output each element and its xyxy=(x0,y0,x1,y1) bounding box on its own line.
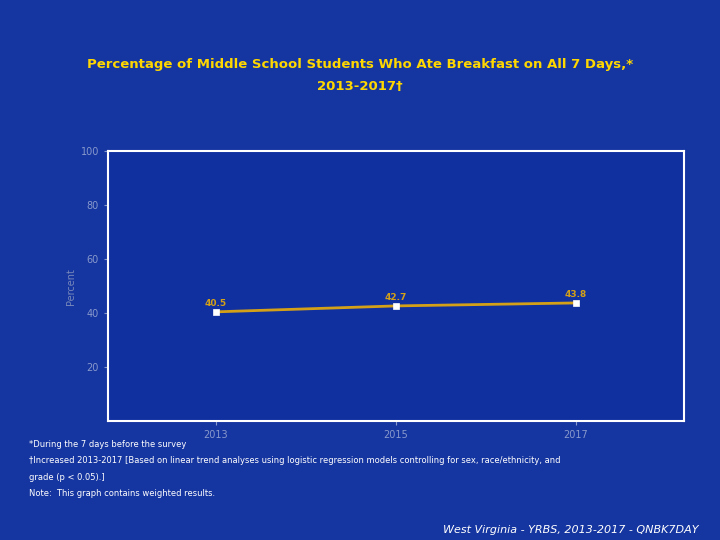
Text: Note:  This graph contains weighted results.: Note: This graph contains weighted resul… xyxy=(29,489,215,498)
Y-axis label: Percent: Percent xyxy=(66,268,76,305)
Text: †Increased 2013-2017 [Based on linear trend analyses using logistic regression m: †Increased 2013-2017 [Based on linear tr… xyxy=(29,456,560,465)
Text: 2013-2017†: 2013-2017† xyxy=(318,80,402,93)
Text: 42.7: 42.7 xyxy=(384,293,408,302)
Text: *During the 7 days before the survey: *During the 7 days before the survey xyxy=(29,440,186,449)
Text: 43.8: 43.8 xyxy=(565,290,587,299)
Text: 40.5: 40.5 xyxy=(205,299,227,308)
Text: West Virginia - YRBS, 2013-2017 - QNBK7DAY: West Virginia - YRBS, 2013-2017 - QNBK7D… xyxy=(443,524,698,535)
Text: grade (p < 0.05).]: grade (p < 0.05).] xyxy=(29,472,104,482)
Text: Percentage of Middle School Students Who Ate Breakfast on All 7 Days,*: Percentage of Middle School Students Who… xyxy=(87,58,633,71)
